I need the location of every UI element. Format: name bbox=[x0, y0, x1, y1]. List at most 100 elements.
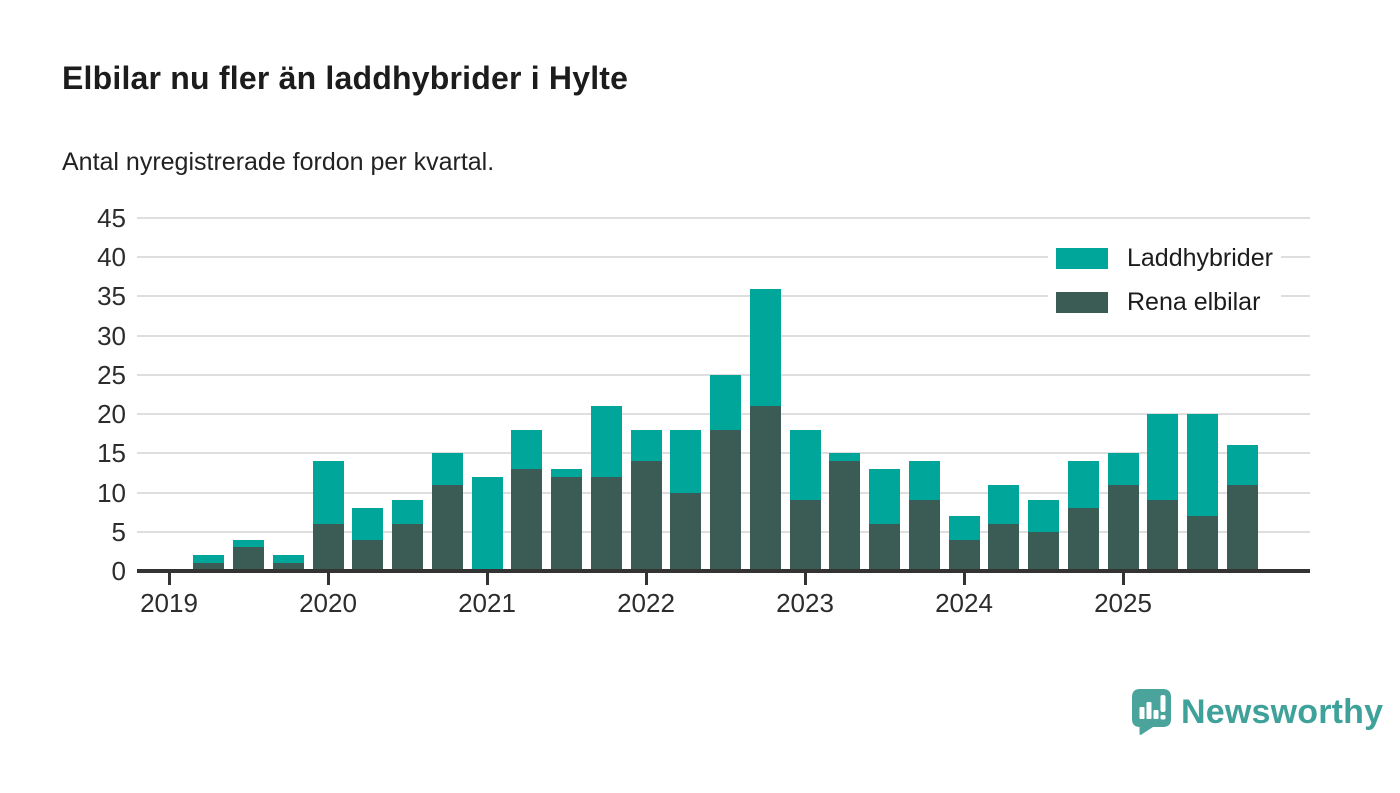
bar-2022-Q3-laddhybrider bbox=[710, 374, 741, 430]
plot-area: 0 5 10 15 20 25 30 35 40 45 2019 2020 2021 2022 2023 20… bbox=[97, 203, 1310, 618]
logo-bar-2 bbox=[1146, 702, 1152, 719]
legend: Laddhybrider Rena elbilar bbox=[1048, 238, 1281, 323]
bar-2024-Q2-laddhybrider bbox=[988, 484, 1020, 524]
y-axis-label-20: 20 bbox=[97, 399, 126, 430]
x-axis-label-2023: 2023 bbox=[776, 588, 834, 618]
y-axis-label-0: 0 bbox=[111, 556, 126, 586]
x-axis-tick-2020 bbox=[326, 573, 330, 585]
bar-2021-Q1-laddhybrider bbox=[471, 476, 503, 571]
bar-2019-Q2-laddhybrider bbox=[193, 555, 225, 564]
bar-2025-Q2-laddhybrider bbox=[1147, 414, 1179, 501]
chart-subtitle: Antal nyregistrerade fordon per kvartal. bbox=[62, 148, 495, 176]
y-axis-label-40: 40 bbox=[97, 242, 126, 273]
x-axis-label-2025: 2025 bbox=[1094, 588, 1152, 618]
legend-swatch-rena-elbilar bbox=[1056, 292, 1108, 313]
bar-2020-Q2-rena-elbilar bbox=[352, 539, 384, 571]
bar-2022-Q4-rena-elbilar bbox=[749, 406, 781, 571]
newsworthy-logo-icon bbox=[1132, 689, 1171, 735]
bar-2023-Q1-laddhybrider bbox=[789, 429, 821, 501]
bar-2024-Q1-laddhybrider bbox=[948, 516, 980, 540]
x-axis-label-2022: 2022 bbox=[617, 588, 675, 618]
bar-2021-Q4-rena-elbilar bbox=[590, 476, 622, 571]
bar-2020-Q4-rena-elbilar bbox=[431, 484, 463, 571]
gridline-y-45 bbox=[137, 217, 1310, 219]
x-axis-tick-2024 bbox=[962, 573, 966, 585]
bar-2020-Q1-laddhybrider bbox=[312, 461, 344, 524]
bar-2019-Q3-laddhybrider bbox=[233, 539, 264, 548]
bar-2024-Q3-laddhybrider bbox=[1028, 500, 1059, 532]
x-axis-tick-2022 bbox=[644, 573, 648, 585]
bar-2025-Q4-laddhybrider bbox=[1226, 445, 1258, 485]
bar-2023-Q1-rena-elbilar bbox=[789, 500, 821, 571]
x-axis-label-2019: 2019 bbox=[140, 588, 198, 618]
newsworthy-logo: Newsworthy bbox=[1131, 688, 1383, 736]
bar-2023-Q3-rena-elbilar bbox=[869, 523, 900, 571]
bar-2020-Q3-rena-elbilar bbox=[392, 523, 423, 571]
newsworthy-wordmark: Newsworthy bbox=[1181, 692, 1384, 731]
bar-2022-Q1-rena-elbilar bbox=[630, 461, 662, 571]
bar-2020-Q1-rena-elbilar bbox=[312, 523, 344, 571]
y-axis-label-35: 35 bbox=[97, 281, 126, 312]
y-axis-label-25: 25 bbox=[97, 359, 126, 390]
bar-2023-Q2-laddhybrider bbox=[829, 453, 861, 462]
y-axis-label-5: 5 bbox=[111, 516, 126, 547]
x-axis-label-2024: 2024 bbox=[935, 588, 993, 618]
bar-2019-Q4-laddhybrider bbox=[272, 555, 304, 564]
bar-2022-Q2-laddhybrider bbox=[670, 429, 702, 493]
legend-swatch-laddhybrider bbox=[1056, 248, 1108, 269]
bar-2024-Q4-rena-elbilar bbox=[1067, 508, 1099, 571]
bar-2022-Q1-laddhybrider bbox=[630, 429, 662, 462]
legend-item-laddhybrider: Laddhybrider bbox=[1056, 244, 1273, 273]
bar-2025-Q1-laddhybrider bbox=[1107, 453, 1139, 485]
logo-bar-3 bbox=[1153, 710, 1159, 719]
bar-2025-Q4-rena-elbilar bbox=[1226, 484, 1258, 571]
bar-2021-Q4-laddhybrider bbox=[590, 406, 622, 477]
bar-2024-Q3-rena-elbilar bbox=[1028, 531, 1059, 571]
legend-label-rena-elbilar: Rena elbilar bbox=[1127, 288, 1261, 316]
x-axis-label-2021: 2021 bbox=[458, 588, 516, 618]
bar-2021-Q3-rena-elbilar bbox=[551, 476, 582, 571]
y-axis-label-10: 10 bbox=[97, 477, 126, 508]
x-axis-tick-2019 bbox=[167, 573, 171, 585]
bar-2022-Q4-laddhybrider bbox=[749, 288, 781, 407]
gridline-y-40 bbox=[137, 256, 1310, 259]
bar-2025-Q1-rena-elbilar bbox=[1107, 484, 1139, 571]
bar-2025-Q3-laddhybrider bbox=[1187, 414, 1218, 517]
chart-title: Elbilar nu fler än laddhybrider i Hylte bbox=[62, 60, 629, 96]
bar-2023-Q4-rena-elbilar bbox=[908, 500, 940, 571]
logo-exclamation-dot bbox=[1160, 715, 1166, 720]
bar-2020-Q2-laddhybrider bbox=[352, 508, 384, 540]
bar-2024-Q4-laddhybrider bbox=[1067, 461, 1099, 509]
legend-item-rena-elbilar: Rena elbilar bbox=[1056, 288, 1273, 317]
bar-2019-Q2-rena-elbilar bbox=[193, 563, 225, 571]
legend-label-laddhybrider: Laddhybrider bbox=[1127, 244, 1273, 272]
bar-2022-Q3-rena-elbilar bbox=[710, 429, 741, 571]
y-axis-label-45: 45 bbox=[97, 203, 126, 233]
y-axis-label-30: 30 bbox=[97, 320, 126, 351]
x-axis-line bbox=[137, 569, 1310, 573]
x-axis-tick-2021 bbox=[485, 573, 489, 585]
x-axis-tick-2025 bbox=[1121, 573, 1125, 585]
bar-2019-Q3-rena-elbilar bbox=[233, 547, 264, 571]
bar-2020-Q3-laddhybrider bbox=[392, 500, 423, 524]
logo-exclamation-stem bbox=[1160, 695, 1166, 712]
bar-2024-Q1-rena-elbilar bbox=[948, 539, 980, 571]
bar-2020-Q4-laddhybrider bbox=[431, 453, 463, 485]
y-axis-label-15: 15 bbox=[97, 438, 126, 469]
bar-2024-Q2-rena-elbilar bbox=[988, 523, 1020, 571]
bar-2021-Q2-rena-elbilar bbox=[511, 469, 543, 571]
bar-2023-Q2-rena-elbilar bbox=[829, 461, 861, 571]
bar-2021-Q2-laddhybrider bbox=[511, 429, 543, 470]
x-axis-label-2020: 2020 bbox=[299, 588, 357, 618]
bar-2025-Q3-rena-elbilar bbox=[1187, 516, 1218, 571]
gridline-y-35 bbox=[137, 295, 1310, 298]
x-axis-tick-2023 bbox=[803, 573, 807, 585]
bar-2021-Q3-laddhybrider bbox=[551, 469, 582, 477]
bar-2025-Q2-rena-elbilar bbox=[1147, 500, 1179, 571]
bar-2019-Q4-rena-elbilar bbox=[272, 563, 304, 571]
bar-2023-Q4-laddhybrider bbox=[908, 461, 940, 501]
bar-2023-Q3-laddhybrider bbox=[869, 469, 900, 524]
bar-2022-Q2-rena-elbilar bbox=[670, 492, 702, 571]
logo-bar-1 bbox=[1139, 707, 1145, 719]
